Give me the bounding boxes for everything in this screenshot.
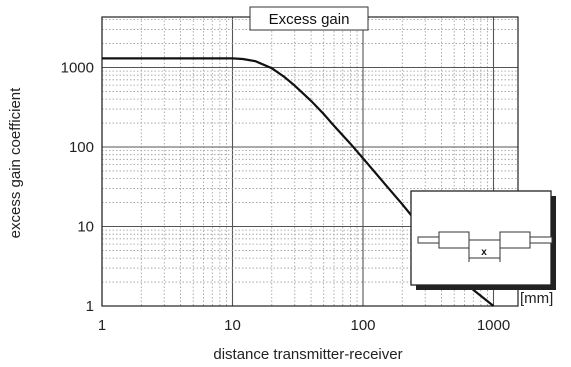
inset-distance-label: x [481,247,487,258]
x-tick-label: 10 [224,317,241,334]
y-tick-labels: 1 10 100 1000 [61,60,94,316]
y-tick-label: 100 [69,139,94,156]
y-tick-label: 1000 [61,60,94,77]
chart-title-box: Excess gain [249,6,369,31]
x-axis-unit: [mm] [520,290,553,307]
y-axis-label: excess gain coefficient [7,87,24,238]
y-tick-label: 10 [77,219,94,236]
y-tick-label: 1 [86,298,94,315]
x-tick-label: 1 [98,317,106,334]
transmitter-receiver-diagram-icon: x [410,190,556,290]
x-tick-label: 1000 [477,317,510,334]
x-tick-label: 100 [350,317,375,334]
x-tick-labels: 1 10 100 1000 [98,317,510,334]
chart-title: Excess gain [269,11,350,28]
x-axis-label: distance transmitter-receiver [213,346,402,363]
